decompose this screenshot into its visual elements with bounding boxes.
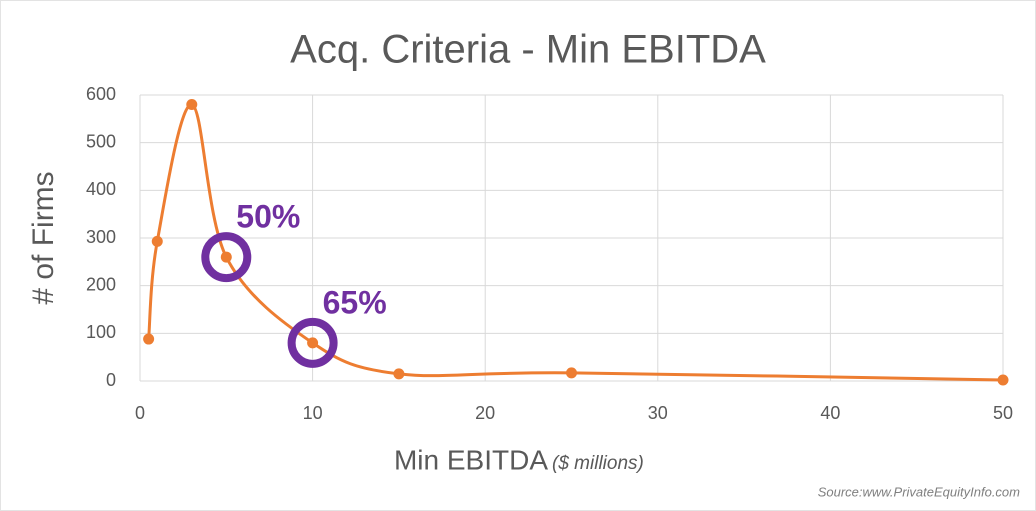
point — [220, 251, 232, 263]
point — [307, 337, 319, 349]
y-tick-label: 300 — [86, 227, 116, 247]
x-tick-label: 10 — [303, 403, 323, 423]
y-tick-label: 400 — [86, 179, 116, 199]
point — [566, 367, 577, 379]
line — [147, 103, 1004, 382]
x-axis-label: Min EBITDA — [394, 444, 548, 475]
point — [393, 368, 405, 380]
annotation-label: 65% — [323, 284, 387, 320]
x-tick-label: 30 — [648, 403, 668, 423]
annotation-ring — [287, 317, 338, 368]
y-axis-label: # of Firms — [27, 171, 60, 304]
point — [151, 235, 163, 247]
x-tick-label: 40 — [820, 403, 840, 423]
annotation-label: 50% — [236, 199, 300, 235]
x-tick-label: 50 — [993, 403, 1013, 423]
point — [186, 99, 198, 111]
chart-title: Acq. Criteria - Min EBITDA — [290, 28, 766, 72]
point — [143, 333, 155, 345]
y-tick-label: 100 — [86, 322, 116, 342]
annotation-ring — [201, 232, 252, 283]
point — [997, 374, 1009, 386]
y-tick-label: 500 — [86, 131, 116, 151]
x-tick-label: 20 — [475, 403, 495, 423]
y-tick-label: 600 — [86, 84, 116, 104]
x-tick-label: 0 — [135, 403, 145, 423]
y-tick-label: 200 — [86, 274, 116, 294]
x-axis-unit: ($ millions) — [552, 453, 644, 474]
y-tick-label: 0 — [106, 370, 116, 390]
source: Source:www.PrivateEquityInfo.com — [818, 484, 1020, 499]
